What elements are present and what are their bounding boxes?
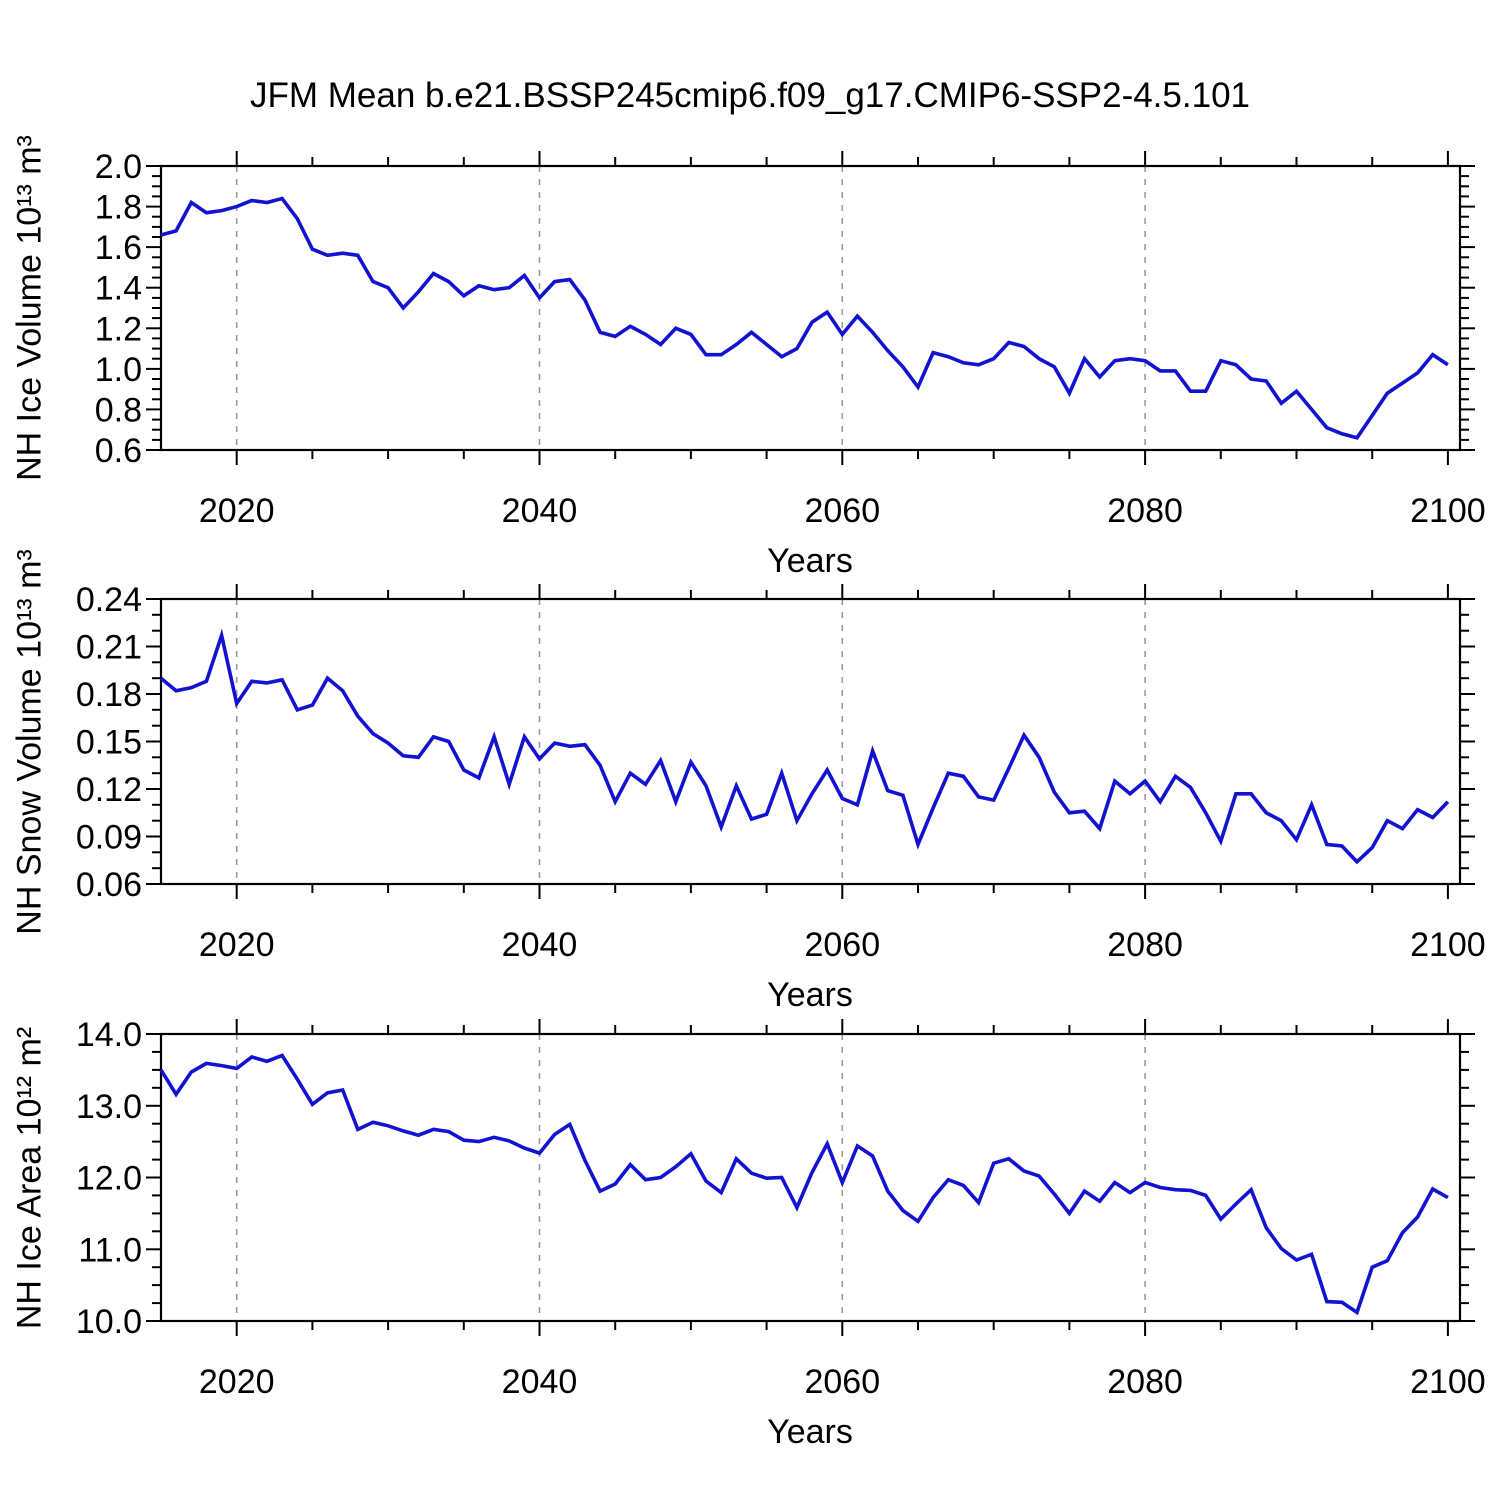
y-tick-label: 1.0 [95, 351, 142, 389]
y-tick-label: 0.09 [76, 819, 142, 857]
y-tick-label: 0.06 [76, 866, 142, 904]
y-tick-label: 0.24 [76, 581, 142, 619]
nh-ice-volume-panel: 2.01.81.61.41.21.00.80.6 2020 2040 2060 2080… [95, 148, 1486, 530]
y-tick-label: 0.15 [76, 724, 142, 762]
x-tick-label: 2040 [502, 1363, 578, 1401]
x-tick-label: 2060 [804, 492, 880, 530]
x-axis-title-top: Years [767, 542, 853, 580]
x-tick-label: 2040 [502, 926, 578, 964]
x-tick-label: 2100 [1410, 926, 1486, 964]
x-tick-label: 2020 [199, 926, 275, 964]
x-tick-label: 2060 [804, 1363, 880, 1401]
y-tick-label: 1.8 [95, 189, 142, 227]
x-axis-title-bottom: Years [767, 1413, 853, 1451]
y-tick-label: 1.2 [95, 310, 142, 348]
x-tick-label: 2100 [1410, 1363, 1486, 1401]
y-tick-label: 12.0 [76, 1160, 142, 1198]
y-axis-title-ice-area: NH Ice Area 10¹² m² [10, 1026, 49, 1330]
y-axis-title-ice-volume: NH Ice Volume 10¹³ m³ [10, 135, 49, 481]
y-tick-label: 2.0 [95, 148, 142, 186]
chart-title: JFM Mean b.e21.BSSP245cmip6.f09_g17.CMIP… [250, 76, 1250, 115]
x-axis-title-middle: Years [767, 976, 853, 1014]
x-tick-label: 2020 [199, 1363, 275, 1401]
plot-frame [159, 164, 1462, 452]
x-tick-label: 2040 [502, 492, 578, 530]
x-tick-label: 2080 [1107, 926, 1183, 964]
nh-ice-volume-line [160, 196, 1449, 440]
nh-snow-volume-panel: 0.24 0.21 0.18 0.15 0.12 0.09 0.06 2020 2040 2060… [76, 581, 1486, 964]
nh-snow-volume-line [159, 628, 1450, 865]
x-tick-label: 2060 [804, 926, 880, 964]
y-tick-label: 0.12 [76, 771, 142, 809]
y-axis-title-snow-volume: NH Snow Volume 10¹³ m³ [10, 549, 49, 935]
y-tick-label: 14.0 [76, 1016, 142, 1054]
nh-ice-area-panel: 14.0 13.0 12.0 11.0 10.0 2020 2040 2060 2080 2100 [76, 1016, 1486, 1401]
y-tick-label: 1.6 [95, 229, 142, 267]
x-tick-label: 2100 [1410, 492, 1486, 530]
y-tick-label: 0.18 [76, 676, 142, 714]
nh-ice-area-line [159, 1053, 1449, 1316]
y-tick-label: 11.0 [78, 1231, 142, 1269]
plot-frame [159, 597, 1462, 886]
y-tick-label: 0.8 [95, 391, 142, 429]
x-tick-label: 2080 [1107, 1363, 1183, 1401]
x-tick-label: 2080 [1107, 492, 1183, 530]
y-tick-label: 13.0 [76, 1088, 142, 1126]
plot-frame [159, 1032, 1462, 1323]
y-tick-label: 0.21 [76, 629, 142, 667]
y-tick-label: 1.4 [95, 270, 142, 308]
y-tick-label: 0.6 [95, 432, 142, 470]
x-tick-label: 2020 [199, 492, 275, 530]
y-tick-label: 10.0 [76, 1303, 142, 1341]
